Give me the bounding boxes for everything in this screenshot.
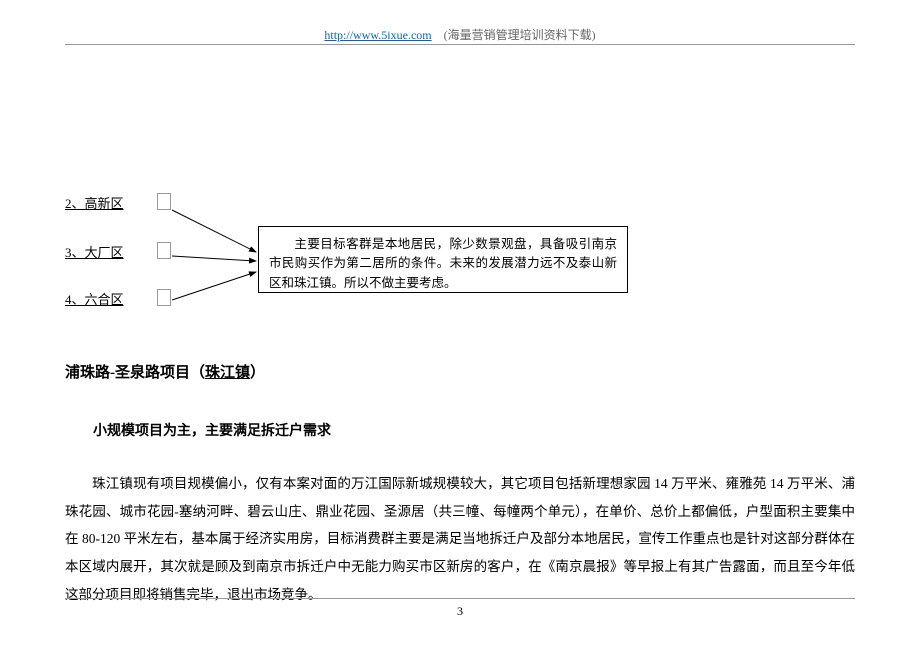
body-text: 珠江镇现有项目规模偏小，仅有本案对面的万江国际新城规模较大，其它项目包括新理想家… [65,476,855,602]
district-gaoxin: 2、高新区 [65,193,124,212]
header-subtitle: (海量营销管理培训资料下载) [444,28,596,42]
note-text: 主要目标客群是本地居民，除少数景观盘，具备吸引南京市民购买作为第二居所的条件。未… [269,237,617,290]
body-paragraph: 珠江镇现有项目规模偏小，仅有本案对面的万江国际新城规模较大，其它项目包括新理想家… [65,470,855,608]
district-dachang: 3、大厂区 [65,242,124,261]
page-number: 3 [457,604,463,618]
header-rule [65,44,855,45]
section-prefix: 浦珠路-圣泉路项目（ [65,365,205,381]
district-liuhe: 4、六合区 [65,289,124,308]
section-underlined: 珠江镇 [205,365,250,381]
note-box: 主要目标客群是本地居民，除少数景观盘，具备吸引南京市民购买作为第二居所的条件。未… [258,226,628,293]
footer-rule [65,598,855,599]
header-link[interactable]: http://www.5ixue.com [324,28,431,42]
district-liuhe-box [157,289,171,306]
district-dachang-box [157,242,171,259]
sub-title: 小规模项目为主，主要满足拆迁户需求 [93,420,331,440]
section-suffix: ） [250,365,265,381]
section-title: 浦珠路-圣泉路项目（珠江镇） [65,361,265,382]
page-header: http://www.5ixue.com (海量营销管理培训资料下载) [0,26,920,43]
district-gaoxin-box [157,193,171,210]
page-footer: 3 [0,604,920,619]
arrows-svg [170,200,265,320]
